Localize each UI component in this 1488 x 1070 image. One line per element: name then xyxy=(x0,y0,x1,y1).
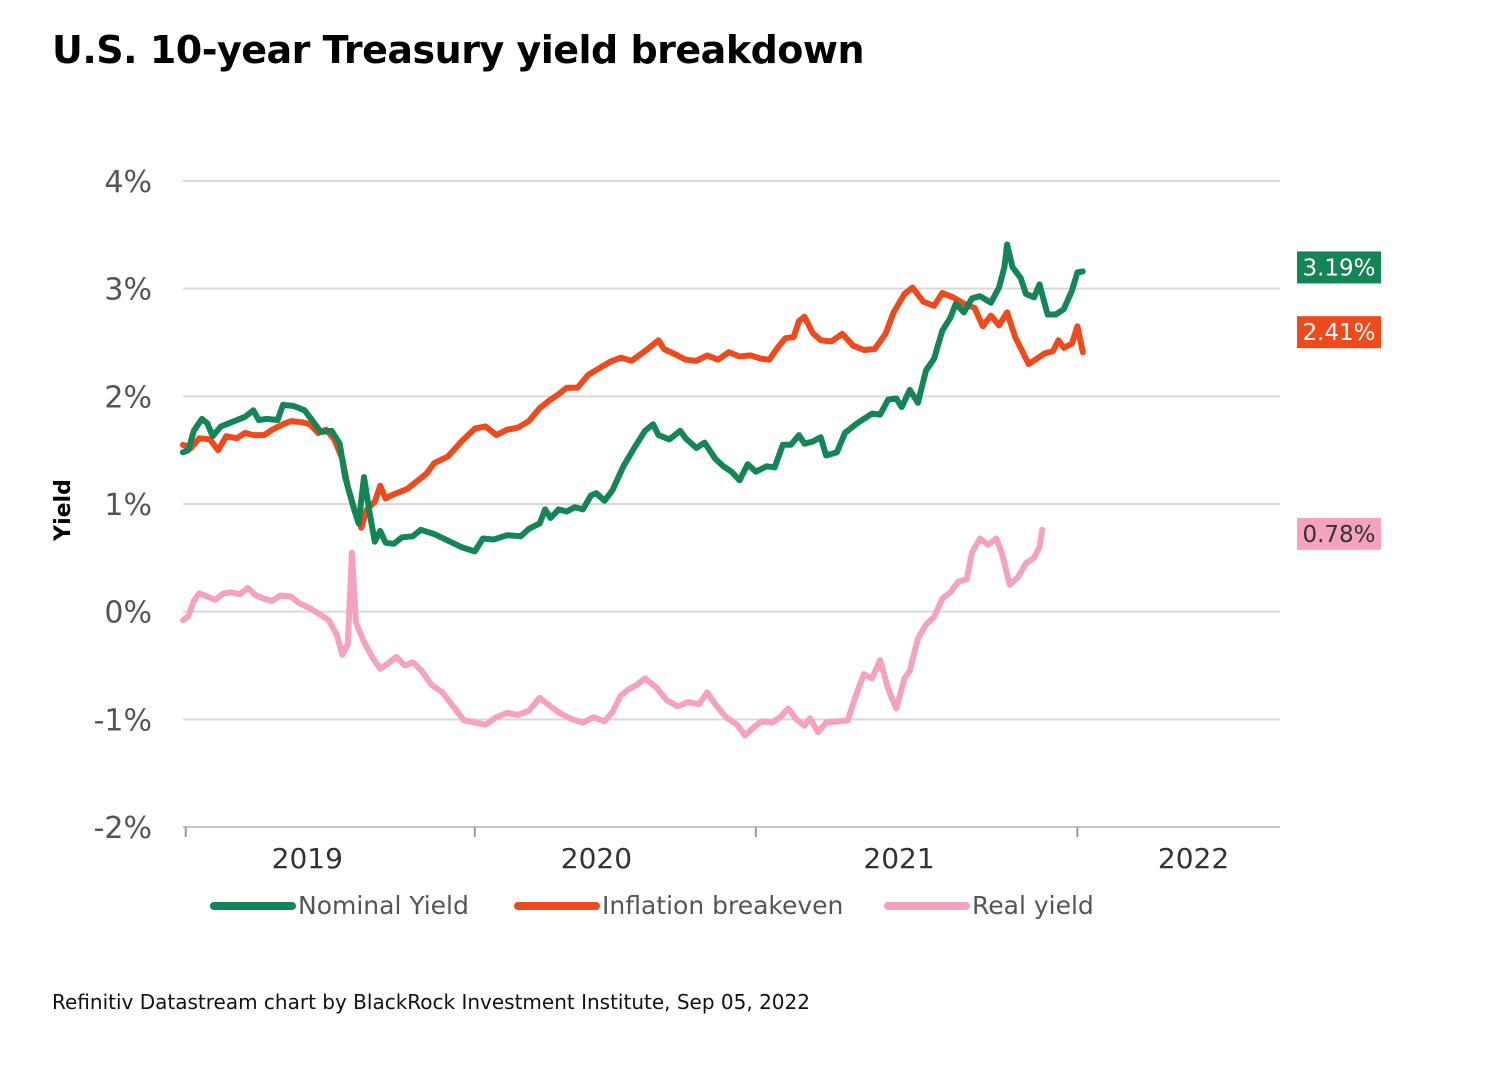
series-line-real-yield xyxy=(180,526,1046,739)
x-tick-label: 2022 xyxy=(1158,842,1229,875)
end-label-real-yield: 0.78% xyxy=(1297,517,1381,550)
legend-item-nominal-yield: Nominal Yield xyxy=(210,891,469,920)
y-tick-label: -1% xyxy=(94,703,152,738)
series-line-inflation-breakeven xyxy=(180,284,1086,531)
y-tick-label: 2% xyxy=(104,380,152,415)
end-label-inflation-breakeven: 2.41% xyxy=(1297,316,1381,349)
end-label-text: 3.19% xyxy=(1302,255,1375,281)
y-tick-label: 1% xyxy=(104,488,152,523)
y-axis-ticks: 4% 3% 2% 1% 0% -1% -2% xyxy=(94,165,152,846)
grid-lines xyxy=(183,180,1280,828)
y-tick-label: 4% xyxy=(104,165,152,200)
end-value-labels: 3.19% 2.41% 0.78% xyxy=(1297,251,1381,550)
legend-item-real-yield: Real yield xyxy=(884,891,1094,920)
legend-label: Real yield xyxy=(972,891,1094,920)
end-label-box xyxy=(1297,316,1381,349)
x-tick-label: 2021 xyxy=(863,842,934,875)
y-tick-label: -2% xyxy=(94,811,152,846)
y-tick-label: 0% xyxy=(104,596,152,631)
x-tick-label: 2019 xyxy=(272,842,343,875)
source-note: Refinitiv Datastream chart by BlackRock … xyxy=(52,990,810,1014)
legend-label: Inflation breakeven xyxy=(602,891,843,920)
legend-item-inflation-breakeven: Inflation breakeven xyxy=(514,891,843,920)
y-tick-label: 3% xyxy=(104,273,152,308)
end-label-text: 0.78% xyxy=(1302,522,1375,548)
end-label-nominal-yield: 3.19% xyxy=(1297,251,1381,284)
end-label-box xyxy=(1297,251,1381,284)
end-label-box xyxy=(1297,517,1381,550)
series-lines xyxy=(180,241,1086,739)
x-tick-label: 2020 xyxy=(561,842,632,875)
series-line-nominal-yield xyxy=(180,241,1086,555)
chart-title: U.S. 10-year Treasury yield breakdown xyxy=(52,28,865,72)
y-axis-label: Yield xyxy=(51,479,76,542)
end-label-text: 2.41% xyxy=(1302,320,1375,346)
legend-label: Nominal Yield xyxy=(298,891,469,920)
x-axis: 2019 2020 2021 2022 xyxy=(183,826,1280,875)
legend: Nominal Yield Inflation breakeven Real yie… xyxy=(210,891,1094,920)
